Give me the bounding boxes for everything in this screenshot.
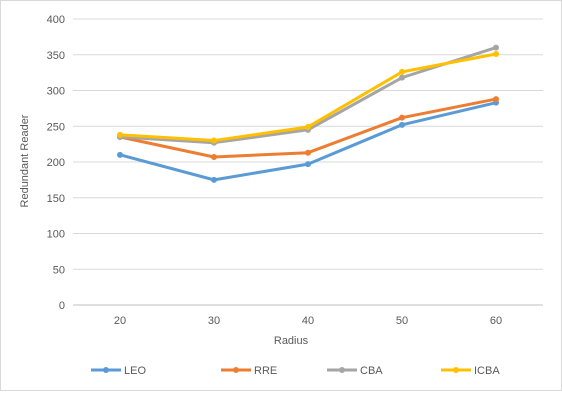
legend-item-cba: CBA <box>327 365 383 377</box>
data-point-icba <box>211 137 217 144</box>
x-axis-ticks: 20 30 40 50 60 <box>114 315 502 327</box>
data-point-leo <box>117 151 123 158</box>
x-tick-label: 60 <box>490 315 502 327</box>
y-tick-label: 400 <box>47 14 65 26</box>
y-tick-label: 150 <box>47 193 65 205</box>
x-tick-label: 20 <box>114 315 126 327</box>
legend-marker-leo <box>103 367 109 373</box>
legend-marker-rre <box>233 367 239 373</box>
y-tick-label: 50 <box>53 264 65 276</box>
legend-item-rre: RRE <box>221 365 277 377</box>
y-tick-label: 100 <box>47 229 65 241</box>
legend: LEO RRE CBA ICBA <box>91 365 500 377</box>
data-point-cba <box>493 44 499 51</box>
series-lines <box>117 44 499 183</box>
data-point-icba <box>117 131 123 138</box>
y-axis-label: Redundant Reader <box>19 114 31 207</box>
x-tick-label: 30 <box>208 315 220 327</box>
data-point-leo <box>399 121 405 128</box>
y-axis-ticks: 0 50 100 150 200 250 300 350 400 <box>47 14 65 312</box>
y-tick-label: 350 <box>47 50 65 62</box>
legend-label-cba: CBA <box>360 365 383 377</box>
x-tick-label: 40 <box>302 315 314 327</box>
legend-item-leo: LEO <box>91 365 146 377</box>
legend-marker-cba <box>339 367 345 373</box>
y-tick-label: 300 <box>47 86 65 98</box>
legend-label-rre: RRE <box>254 365 277 377</box>
data-point-icba <box>305 123 311 130</box>
series-cba <box>117 44 499 146</box>
y-tick-label: 250 <box>47 121 65 133</box>
x-tick-label: 50 <box>396 315 408 327</box>
data-point-rre <box>399 114 405 121</box>
data-point-rre <box>493 96 499 103</box>
data-point-rre <box>305 149 311 156</box>
data-point-icba <box>399 68 405 75</box>
y-tick-label: 200 <box>47 157 65 169</box>
series-icba <box>117 51 499 144</box>
y-tick-label: 0 <box>59 300 65 312</box>
legend-item-icba: ICBA <box>441 365 500 377</box>
data-point-cba <box>399 74 405 81</box>
legend-marker-icba <box>453 367 459 373</box>
data-point-leo <box>211 176 217 183</box>
data-point-icba <box>493 51 499 58</box>
legend-label-leo: LEO <box>124 365 146 377</box>
data-point-leo <box>305 161 311 168</box>
data-point-rre <box>211 153 217 160</box>
x-axis-label: Radius <box>274 335 309 347</box>
legend-label-icba: ICBA <box>474 365 500 377</box>
